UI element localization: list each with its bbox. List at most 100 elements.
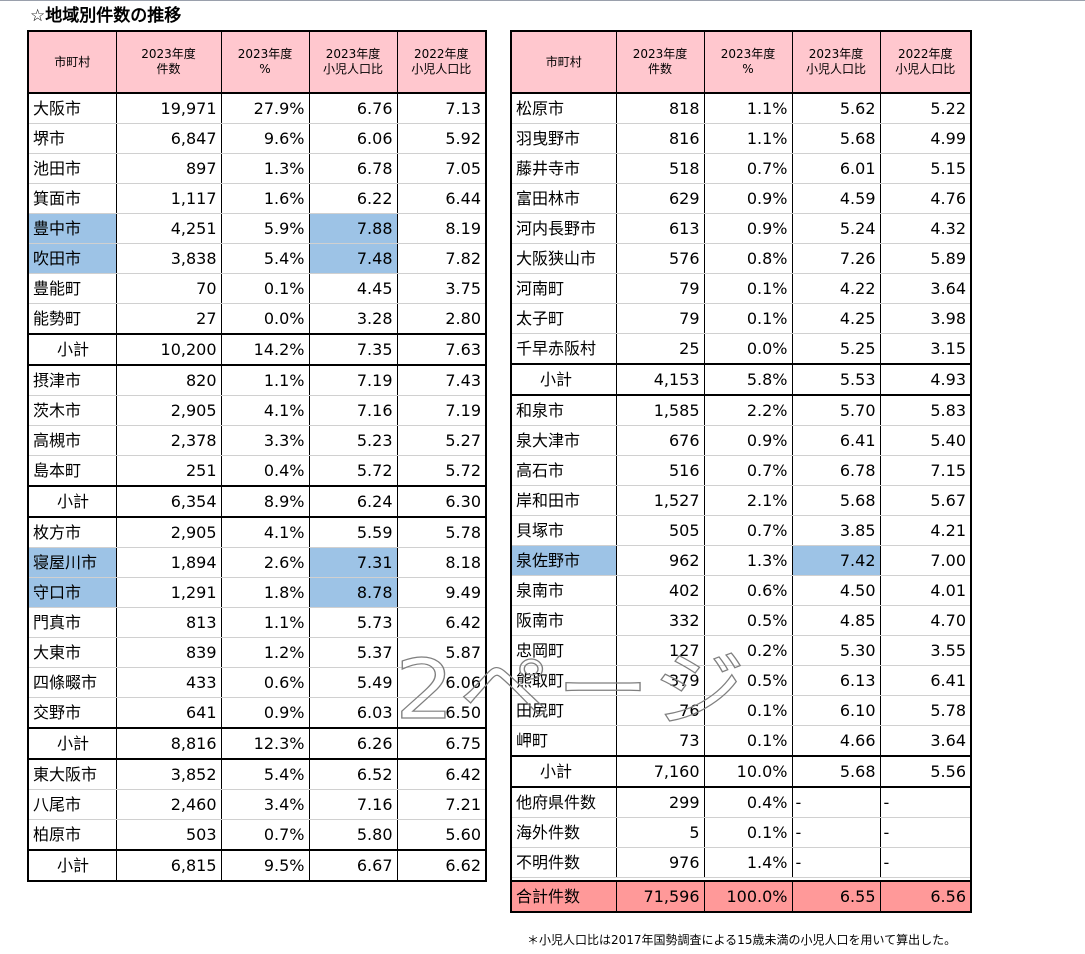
count-cell: 2,378 [115, 425, 222, 456]
municipality-cell: 岬町 [510, 725, 617, 757]
ratio-2022-cell: 6.42 [396, 758, 487, 790]
municipality-cell: 泉佐野市 [510, 545, 617, 576]
percent-cell: 12.3% [220, 727, 310, 760]
percent-cell: 0.1% [220, 273, 310, 304]
municipality-cell: 海外件数 [510, 817, 617, 848]
left-data-table: 市町村 2023年度 件数 2023年度% 2023年度 小児人口比 2022年度小… [27, 30, 487, 882]
count-cell: 73 [615, 725, 705, 757]
municipality-cell: 藤井寺市 [510, 153, 617, 184]
ratio-2023-cell: 6.24 [308, 485, 398, 518]
municipality-cell: 枚方市 [27, 516, 117, 548]
right-table-body: 松原市 818 1.1% 5.62 5.22 羽曳野市 816 1.1% 5.68 4.99 藤井寺… [510, 92, 972, 913]
top-rule [0, 0, 1085, 1]
ratio-2022-cell: 4.70 [879, 605, 972, 636]
ratio-2022-cell: 4.01 [879, 575, 972, 606]
percent-cell: 14.2% [220, 333, 310, 366]
subtotal-row: 小計 7,160 10.0% 5.68 5.56 [510, 755, 972, 788]
ratio-2023-cell: 8.78 [308, 577, 398, 608]
table-row: 忠岡町 127 0.2% 5.30 3.55 [510, 635, 972, 666]
ratio-2022-cell: 5.92 [396, 123, 487, 154]
table-row: 豊能町 70 0.1% 4.45 3.75 [27, 273, 487, 304]
count-cell: 7,160 [615, 755, 705, 788]
subtotal-row: 小計 6,354 8.9% 6.24 6.30 [27, 485, 487, 518]
percent-cell: 0.1% [703, 725, 793, 757]
count-cell: 332 [615, 605, 705, 636]
subtotal-row: 小計 10,200 14.2% 7.35 7.63 [27, 333, 487, 366]
right-data-table: 市町村 2023年度 件数 2023年度% 2023年度 小児人口比 2022年度小… [510, 30, 972, 913]
count-cell: 505 [615, 515, 705, 546]
ratio-2022-cell: 4.93 [879, 363, 972, 396]
percent-cell: 0.7% [703, 455, 793, 486]
percent-cell: 0.7% [220, 819, 310, 851]
table-row: 河内長野市 613 0.9% 5.24 4.32 [510, 213, 972, 244]
ratio-2023-cell: 4.59 [791, 183, 881, 214]
ratio-2023-cell: 6.76 [308, 92, 398, 124]
percent-cell: 3.3% [220, 425, 310, 456]
ratio-2023-cell: 6.10 [791, 695, 881, 726]
count-cell: 6,815 [115, 849, 222, 882]
ratio-2022-cell: 7.21 [396, 789, 487, 820]
percent-cell: 1.2% [220, 637, 310, 668]
ratio-2022-cell: 9.49 [396, 577, 487, 608]
table-row: 茨木市 2,905 4.1% 7.16 7.19 [27, 395, 487, 426]
header-row: 市町村 2023年度 件数 2023年度% 2023年度 小児人口比 2022年度小… [510, 30, 972, 94]
count-cell: 27 [115, 303, 222, 335]
table-row: 熊取町 379 0.5% 6.13 6.41 [510, 665, 972, 696]
count-cell: 76 [615, 695, 705, 726]
ratio-2022-cell: 4.76 [879, 183, 972, 214]
table-row: 吹田市 3,838 5.4% 7.48 7.82 [27, 243, 487, 274]
percent-cell: 0.0% [703, 333, 793, 365]
count-cell: 6,354 [115, 485, 222, 518]
table-row: 寝屋川市 1,894 2.6% 7.31 8.18 [27, 547, 487, 578]
municipality-cell: 合計件数 [510, 880, 617, 913]
percent-cell: 1.1% [220, 364, 310, 396]
ratio-2022-cell: 7.13 [396, 92, 487, 124]
table-row: 大阪狭山市 576 0.8% 7.26 5.89 [510, 243, 972, 274]
table-row: 柏原市 503 0.7% 5.80 5.60 [27, 819, 487, 851]
municipality-cell: 羽曳野市 [510, 123, 617, 154]
ratio-2022-cell: 5.87 [396, 637, 487, 668]
percent-cell: 9.5% [220, 849, 310, 882]
ratio-2023-cell: 5.25 [791, 333, 881, 365]
percent-cell: 1.1% [703, 92, 793, 124]
percent-cell: 10.0% [703, 755, 793, 788]
ratio-2022-cell: 5.27 [396, 425, 487, 456]
ratio-2023-cell: 7.35 [308, 333, 398, 366]
ratio-2023-cell: 5.80 [308, 819, 398, 851]
count-cell: 613 [615, 213, 705, 244]
ratio-2023-cell: 5.23 [308, 425, 398, 456]
ratio-2022-cell: 5.89 [879, 243, 972, 274]
ratio-2022-cell: - [879, 786, 972, 818]
municipality-cell: 高槻市 [27, 425, 117, 456]
table-row: 大阪市 19,971 27.9% 6.76 7.13 [27, 92, 487, 124]
table-row: 富田林市 629 0.9% 4.59 4.76 [510, 183, 972, 214]
ratio-2022-cell: 7.63 [396, 333, 487, 366]
municipality-cell: 太子町 [510, 303, 617, 334]
table-row: 大東市 839 1.2% 5.37 5.87 [27, 637, 487, 668]
col-header-count: 2023年度 件数 [615, 30, 705, 94]
municipality-cell: 忠岡町 [510, 635, 617, 666]
header-row: 市町村 2023年度 件数 2023年度% 2023年度 小児人口比 2022年度小… [27, 30, 487, 94]
table-row: 高槻市 2,378 3.3% 5.23 5.27 [27, 425, 487, 456]
table-row: 泉南市 402 0.6% 4.50 4.01 [510, 575, 972, 606]
table-row: 藤井寺市 518 0.7% 6.01 5.15 [510, 153, 972, 184]
municipality-cell: 小計 [510, 363, 617, 396]
ratio-2022-cell: 5.15 [879, 153, 972, 184]
count-cell: 2,905 [115, 516, 222, 548]
table-row: 枚方市 2,905 4.1% 5.59 5.78 [27, 516, 487, 548]
percent-cell: 5.4% [220, 243, 310, 274]
ratio-2022-cell: 7.00 [879, 545, 972, 576]
municipality-cell: 千早赤阪村 [510, 333, 617, 365]
ratio-2022-cell: 5.67 [879, 485, 972, 516]
ratio-2022-cell: 7.15 [879, 455, 972, 486]
ratio-2023-cell: 7.31 [308, 547, 398, 578]
ratio-2022-cell: 4.99 [879, 123, 972, 154]
table-row: 岸和田市 1,527 2.1% 5.68 5.67 [510, 485, 972, 516]
municipality-cell: 河内長野市 [510, 213, 617, 244]
municipality-cell: 泉南市 [510, 575, 617, 606]
ratio-2023-cell: 6.55 [791, 880, 881, 913]
municipality-cell: 四條畷市 [27, 667, 117, 698]
municipality-cell: 貝塚市 [510, 515, 617, 546]
table-row: 能勢町 27 0.0% 3.28 2.80 [27, 303, 487, 335]
municipality-cell: 小計 [27, 333, 117, 366]
